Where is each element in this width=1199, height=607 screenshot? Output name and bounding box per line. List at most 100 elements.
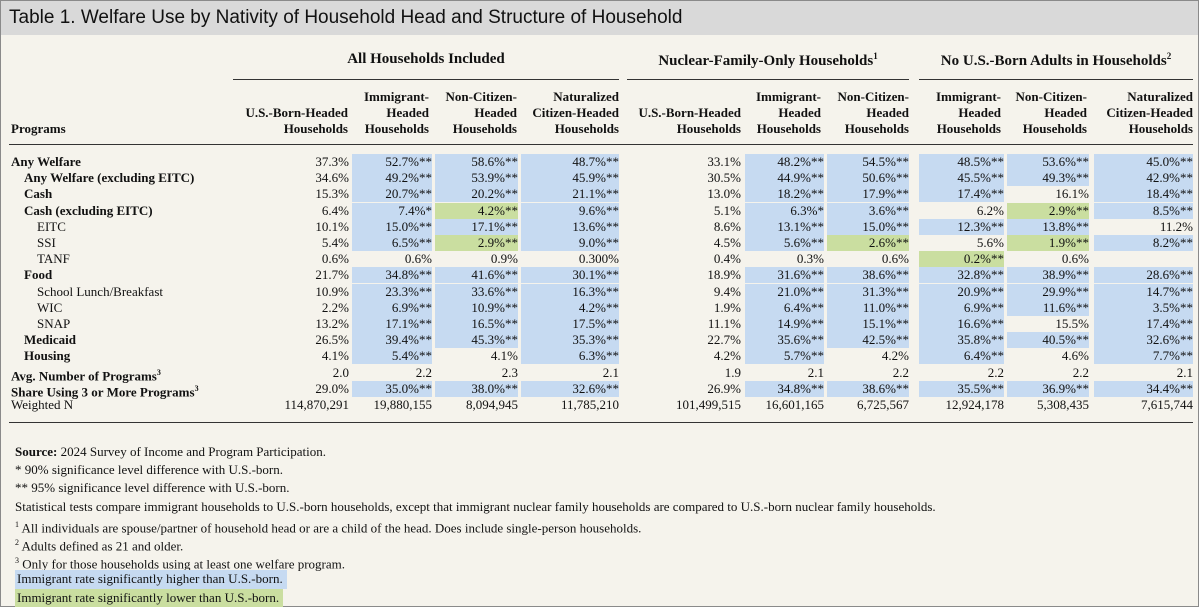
table-cell: 26.5% [315, 332, 349, 348]
table-cell: 5.7%** [745, 348, 824, 365]
column-header: Naturalized Citizen-Headed Households [1106, 89, 1193, 136]
table-cell: 0.6% [881, 251, 909, 267]
column-header: Immigrant- Headed Households [936, 89, 1001, 136]
table-cell: 2.1 [1176, 364, 1193, 380]
row-footnote-mark: 3 [194, 383, 199, 393]
table-cell: 49.2%** [352, 170, 432, 187]
row-label-text: SNAP [37, 316, 71, 331]
table-cell: 6.9%** [352, 299, 432, 316]
footnote-text: Only for those households using at least… [19, 556, 346, 572]
row-label-text: Any Welfare [11, 154, 81, 169]
table-cell: 5.6%** [745, 235, 824, 251]
table-bottom-rule [9, 422, 1193, 423]
table-cell: 42.9%** [1094, 170, 1193, 187]
table-cell: 11,785,210 [560, 397, 619, 412]
footnote-mark: 1 [15, 519, 19, 529]
row-label-text: Food [24, 267, 53, 283]
column-header: Immigrant- Headed Households [756, 89, 821, 136]
table-cell: 29.9%** [1007, 283, 1089, 300]
table-cell: 15.1%** [827, 316, 909, 332]
table-cell: 33.6%** [435, 283, 518, 300]
table-cell: 6.5%** [352, 235, 432, 251]
table-cell: 4.5% [713, 235, 741, 250]
table-cell: 2.2 [415, 364, 432, 380]
table-cell: 11.1% [707, 316, 741, 331]
table-cell: 35.8%** [919, 332, 1004, 349]
table-cell: 6.3%** [521, 348, 619, 365]
legend-higher-swatch: Immigrant rate significantly higher than… [15, 570, 287, 589]
footnote-2: 2 Adults defined as 21 and older. [15, 534, 936, 553]
row-label-text: SSI [37, 235, 56, 250]
table-cell: 13.2% [315, 316, 349, 331]
table-cell: 0.3% [796, 251, 824, 267]
table-cell: 54.5%** [827, 154, 909, 170]
table-cell: 13.8%** [1007, 218, 1089, 235]
table-cell: 48.7%** [521, 154, 619, 170]
table-cell: 17.4%** [1094, 316, 1193, 332]
row-label: Any Welfare [11, 154, 81, 170]
table-cell: 17.9%** [827, 186, 909, 203]
table-cell: 7.4%* [352, 202, 432, 219]
source-note: Source: 2024 Survey of Income and Progra… [15, 443, 936, 461]
row-label: EITC [37, 219, 66, 235]
table-cell: 11.6%** [1007, 299, 1089, 316]
table-cell: 16.3%** [521, 283, 619, 300]
legend-higher: Immigrant rate significantly higher than… [15, 570, 936, 589]
table-cell: 3.6%** [827, 202, 909, 219]
row-label-text: Weighted N [11, 397, 74, 412]
table-cell: 34.4%** [1094, 380, 1193, 397]
table-cell: 2.2 [892, 364, 909, 380]
table-cell: 11.2% [1159, 218, 1193, 234]
table-cell: 114,870,291 [284, 397, 349, 412]
table-cell: 0.6% [321, 251, 349, 267]
sig95-note: ** 95% significance level difference wit… [15, 480, 290, 496]
table-cell: 14.9%** [745, 316, 824, 332]
table-cell: 4.1% [490, 348, 518, 364]
row-label-text: Medicaid [24, 332, 76, 348]
table-cell: 0.300% [578, 251, 619, 267]
table-cell: 2.3 [501, 364, 518, 380]
table-cell: 18.4%** [1094, 186, 1193, 203]
table-cell: 20.9%** [919, 283, 1004, 300]
table-cell: 8,094,945 [466, 397, 518, 412]
table-cell: 44.9%** [745, 170, 824, 187]
row-label: TANF [37, 251, 70, 267]
table-cell: 4.1% [321, 348, 349, 364]
table-cell: 13.0% [707, 186, 741, 202]
table-cell: 53.6%** [1007, 154, 1089, 170]
table-notes: Source: 2024 Survey of Income and Progra… [15, 443, 936, 607]
group-footnote-mark: 1 [873, 51, 878, 61]
table-cell: 0.2%** [919, 251, 1004, 268]
table-cell: 4.6% [1061, 348, 1089, 364]
footnote-1: 1 All individuals are spouse/partner of … [15, 516, 936, 535]
row-label: Cash (excluding EITC) [24, 203, 153, 219]
table-cell: 32.6%** [521, 380, 619, 397]
column-header: Immigrant- Headed Households [364, 89, 429, 136]
table-cell: 0.9% [490, 251, 518, 267]
row-label: Any Welfare (excluding EITC) [24, 170, 194, 186]
welfare-table: All Households Included Nuclear-Family-O… [1, 1, 1198, 431]
table-cell: 1.9% [713, 299, 741, 315]
table-cell: 0.6% [404, 251, 432, 267]
table-cell: 6.9%** [919, 299, 1004, 316]
table-cell: 45.9%** [521, 170, 619, 187]
tests-note: Statistical tests compare immigrant hous… [15, 498, 936, 514]
row-label: Cash [24, 186, 52, 202]
table-cell: 9.0%** [521, 235, 619, 251]
table-cell: 4.2%** [435, 202, 518, 219]
table-cell: 37.3% [315, 154, 349, 169]
table-cell: 21.1%** [521, 186, 619, 203]
table-cell: 10.1% [315, 218, 349, 234]
column-header: Non-Citizen- Headed Households [837, 89, 910, 136]
group-header-nuclear-family: Nuclear-Family-Only Households1 [627, 51, 909, 70]
row-footnote-mark: 3 [156, 367, 161, 377]
row-label-text: WIC [37, 299, 63, 315]
table-cell: 34.8%** [352, 267, 432, 284]
table-cell: 34.8%** [745, 380, 824, 397]
programs-header: Programs [11, 121, 66, 136]
table-cell: 29.0% [315, 380, 349, 396]
table-cell: 5.4%** [352, 348, 432, 365]
table-cell: 8.5%** [1094, 202, 1193, 219]
sig90-note: * 90% significance level difference with… [15, 462, 283, 478]
table-cell [1094, 251, 1193, 267]
